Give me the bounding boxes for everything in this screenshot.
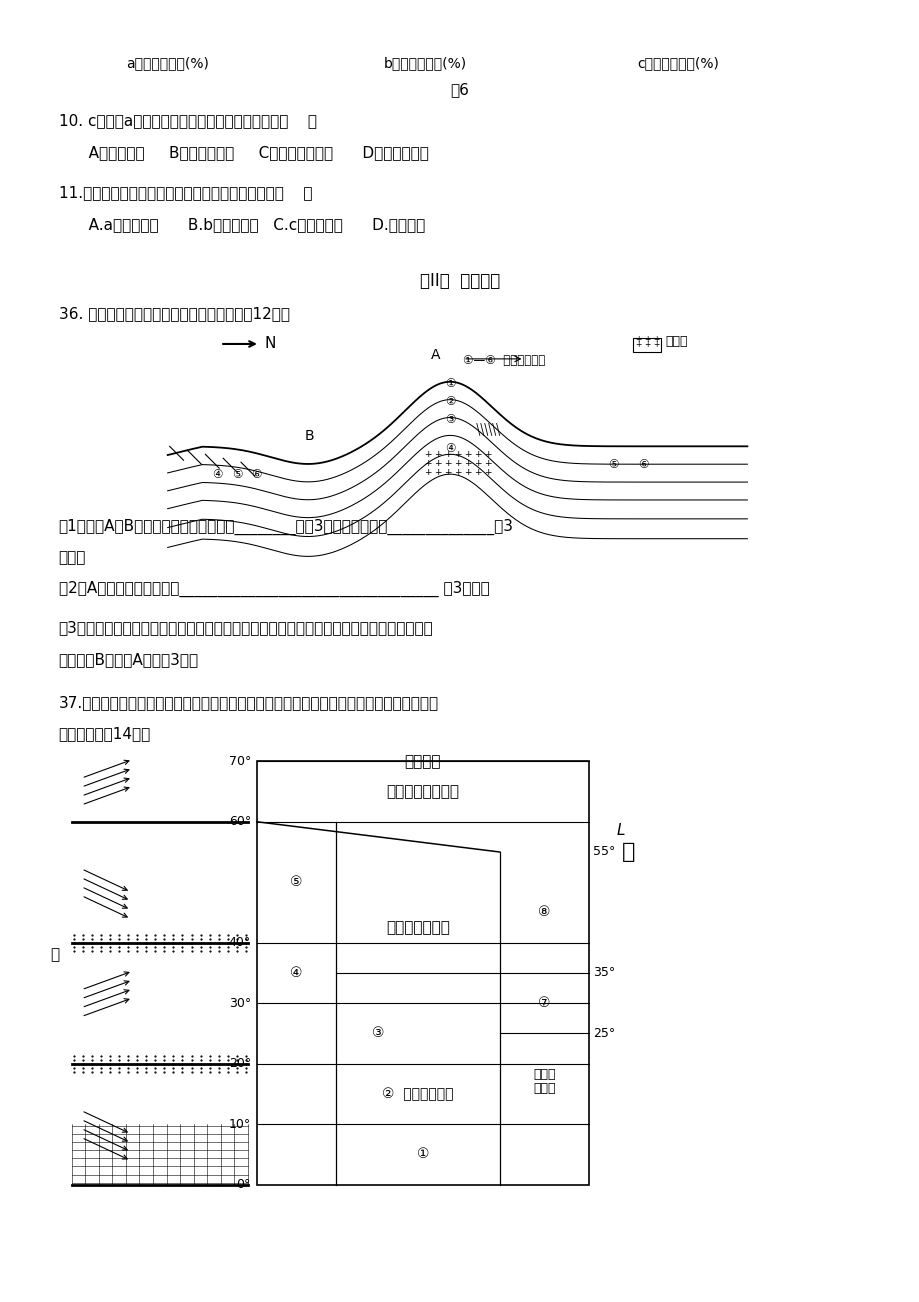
Text: ⑤: ⑤ [232,467,242,480]
Text: ④: ④ [289,966,302,980]
Text: A人口性别比     B老年人口比重     C青壮年人口比重      D少儿人口比重: A人口性别比 B老年人口比重 C青壮年人口比重 D少儿人口比重 [74,146,428,160]
Text: 30°: 30° [229,996,251,1009]
Text: ④: ④ [445,441,455,454]
Text: ②: ② [445,395,455,408]
Text: +: + [424,449,432,458]
Text: 35°: 35° [592,966,615,979]
Text: 70°: 70° [228,755,251,768]
Text: a方案人口结构(%): a方案人口结构(%) [126,56,209,70]
Text: 10°: 10° [229,1117,251,1130]
Text: +: + [424,458,432,467]
Text: A: A [430,348,439,362]
Text: 花岗岩: 花岗岩 [664,336,686,349]
Text: +: + [434,458,441,467]
Text: b方案人口结构(%): b方案人口结构(%) [383,56,466,70]
Text: ②  热带草原气候: ② 热带草原气候 [381,1087,453,1101]
Text: N: N [265,336,276,352]
Text: 极地气候: 极地气候 [404,754,440,768]
Text: +: + [473,449,481,458]
Text: 亚寒带大陆性气候: 亚寒带大陆性气候 [386,784,459,799]
Text: 温带大陆性气候: 温带大陆性气候 [386,921,449,935]
Text: 0°: 0° [236,1178,251,1191]
Text: ⑦: ⑦ [538,996,550,1010]
Text: 第II卷  非选择题: 第II卷 非选择题 [419,272,500,290]
Text: +: + [464,449,471,458]
Text: ③: ③ [445,413,455,426]
Text: 40°: 40° [229,936,251,949]
Text: ⑧: ⑧ [538,905,550,919]
Text: +: + [434,449,441,458]
Text: L: L [616,823,624,837]
Text: +: + [424,467,432,477]
Text: 图6: 图6 [450,82,469,96]
Text: +: + [634,335,641,344]
Text: c方案人口结构(%): c方案人口结构(%) [636,56,718,70]
Text: +: + [652,340,659,349]
Text: 热带季: 热带季 [532,1068,555,1081]
Text: 20°: 20° [229,1057,251,1070]
Text: +: + [454,458,461,467]
Text: A.a方案较合理      B.b方案较合理   C.c方案较合理      D.均不合理: A.a方案较合理 B.b方案较合理 C.c方案较合理 D.均不合理 [74,217,425,232]
Text: +: + [652,335,659,344]
Text: ⑤: ⑤ [289,875,302,889]
Text: +: + [444,467,451,477]
Text: （1）图中A、B两处，属于背斜构造的是________，（3分）判断理由是______________（3: （1）图中A、B两处，属于背斜构造的是________，（3分）判断理由是___… [59,519,513,535]
Text: ③: ③ [371,1026,384,1040]
Text: 55°: 55° [592,845,615,858]
Text: +: + [444,458,451,467]
Text: +: + [473,467,481,477]
Text: 11.从我国可持续发展的角度判断，三种生育率方案（    ）: 11.从我国可持续发展的角度判断，三种生育率方案（ ） [59,185,312,201]
Text: ①: ① [445,378,455,391]
Bar [632,339,661,352]
Text: B: B [304,430,314,444]
Text: ⑤: ⑤ [607,458,618,471]
Text: +: + [464,467,471,477]
Text: +: + [434,467,441,477]
Text: 风气候: 风气候 [532,1082,555,1095]
Text: 最好选择B处还是A处？（3分）: 最好选择B处还是A处？（3分） [59,652,199,667]
Text: +: + [643,340,650,349]
Text: 10. c方案与a方案的人口结构比较，差异最大的是（    ）: 10. c方案与a方案的人口结构比较，差异最大的是（ ） [59,113,316,129]
Text: +: + [643,335,650,344]
Text: 分）。: 分）。 [59,551,86,565]
Text: ⑥: ⑥ [638,458,648,471]
Text: +: + [454,449,461,458]
Text: ①—⑥  岩层由新到老: ①—⑥ 岩层由新到老 [462,354,545,367]
Text: 37.下图为气候类型分布模式图，图中左侧是某季节影响气候形成的气压带风带位置示意图，: 37.下图为气候类型分布模式图，图中左侧是某季节影响气候形成的气压带风带位置示意… [59,695,438,710]
Text: 回答问题。（14分）: 回答问题。（14分） [59,727,151,742]
Text: +: + [483,458,491,467]
Text: +: + [464,458,471,467]
Text: 甲: 甲 [51,948,60,962]
Text: 🐟: 🐟 [621,842,634,862]
Text: +: + [444,449,451,458]
Text: +: + [454,467,461,477]
Text: （2）A处形成山地的原因是__________________________________ （3分）。: （2）A处形成山地的原因是___________________________… [59,581,489,596]
Text: +: + [483,449,491,458]
Text: ④: ④ [211,467,222,480]
Text: +: + [473,458,481,467]
Text: +: + [634,340,641,349]
Text: ①: ① [416,1147,428,1161]
Text: +: + [483,467,491,477]
Text: （3）若该地区要修建一条东西向的地下隧道，从安全性、稳定性及地下水运动等方面考虑，: （3）若该地区要修建一条东西向的地下隧道，从安全性、稳定性及地下水运动等方面考虑… [59,620,433,635]
Bar [256,762,588,1185]
Text: 60°: 60° [229,815,251,828]
Text: ⑥: ⑥ [251,467,262,480]
Text: 25°: 25° [592,1027,615,1040]
Text: 36. 读某地区地质剖面示意图，回答问题。（12分）: 36. 读某地区地质剖面示意图，回答问题。（12分） [59,306,289,322]
